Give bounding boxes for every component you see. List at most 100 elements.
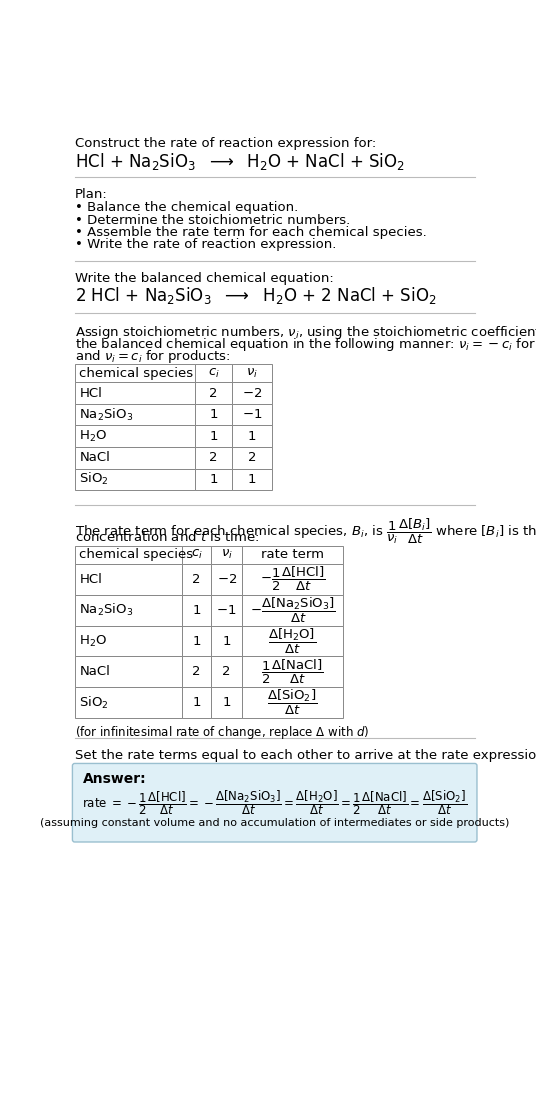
Bar: [75, 404, 195, 426]
Text: 1: 1: [222, 696, 231, 709]
Bar: [242, 595, 343, 626]
Bar: [182, 546, 211, 565]
Text: 2 HCl + Na$_2$SiO$_3$  $\longrightarrow$  H$_2$O + 2 NaCl + SiO$_2$: 2 HCl + Na$_2$SiO$_3$ $\longrightarrow$ …: [75, 286, 436, 306]
Text: $-\dfrac{1}{2}\dfrac{\Delta[\mathrm{HCl}]}{\Delta t}$: $-\dfrac{1}{2}\dfrac{\Delta[\mathrm{HCl}…: [260, 566, 325, 593]
Bar: [211, 687, 242, 718]
Text: 2: 2: [209, 386, 218, 399]
Text: NaCl: NaCl: [79, 451, 110, 464]
Bar: [75, 565, 182, 595]
Bar: [75, 426, 195, 447]
Text: The rate term for each chemical species, $B_i$, is $\dfrac{1}{\nu_i}\dfrac{\Delt: The rate term for each chemical species,…: [75, 516, 536, 546]
Bar: [195, 364, 232, 382]
Text: chemical species: chemical species: [79, 366, 193, 380]
Text: • Write the rate of reaction expression.: • Write the rate of reaction expression.: [75, 238, 336, 252]
Text: 1: 1: [209, 473, 218, 486]
Text: $\nu_i$: $\nu_i$: [221, 548, 233, 561]
Bar: [75, 468, 195, 490]
Bar: [232, 404, 272, 426]
Text: SiO$_2$: SiO$_2$: [79, 472, 109, 487]
Text: (assuming constant volume and no accumulation of intermediates or side products): (assuming constant volume and no accumul…: [40, 818, 509, 828]
Text: $\dfrac{\Delta[\mathrm{SiO_2}]}{\Delta t}$: $\dfrac{\Delta[\mathrm{SiO_2}]}{\Delta t…: [267, 688, 318, 718]
Text: $-\dfrac{\Delta[\mathrm{Na_2SiO_3}]}{\Delta t}$: $-\dfrac{\Delta[\mathrm{Na_2SiO_3}]}{\De…: [250, 595, 336, 625]
Text: 1: 1: [209, 430, 218, 443]
Bar: [211, 656, 242, 687]
Text: NaCl: NaCl: [79, 665, 110, 678]
Text: 1: 1: [192, 604, 200, 617]
Bar: [242, 546, 343, 565]
Bar: [75, 626, 182, 656]
Text: $-2$: $-2$: [242, 386, 262, 399]
Bar: [75, 382, 195, 404]
Text: $c_i$: $c_i$: [190, 548, 202, 561]
Text: 2: 2: [222, 665, 231, 678]
Text: SiO$_2$: SiO$_2$: [79, 695, 109, 711]
Text: Answer:: Answer:: [83, 772, 146, 785]
Text: (for infinitesimal rate of change, replace $\Delta$ with $d$): (for infinitesimal rate of change, repla…: [75, 724, 369, 741]
Text: rate term: rate term: [261, 548, 324, 561]
Text: H$_2$O: H$_2$O: [79, 429, 108, 444]
Bar: [242, 687, 343, 718]
Bar: [195, 404, 232, 426]
Bar: [182, 656, 211, 687]
Text: $-2$: $-2$: [217, 573, 237, 586]
Bar: [242, 565, 343, 595]
Bar: [75, 447, 195, 468]
Bar: [195, 468, 232, 490]
Text: $\dfrac{1}{2}\dfrac{\Delta[\mathrm{NaCl}]}{\Delta t}$: $\dfrac{1}{2}\dfrac{\Delta[\mathrm{NaCl}…: [262, 657, 324, 686]
Bar: [195, 447, 232, 468]
Text: 1: 1: [192, 696, 200, 709]
Text: chemical species: chemical species: [79, 548, 193, 561]
Text: H$_2$O: H$_2$O: [79, 633, 108, 649]
Bar: [232, 447, 272, 468]
Bar: [232, 426, 272, 447]
Text: $c_i$: $c_i$: [207, 366, 219, 380]
Text: 1: 1: [222, 635, 231, 648]
Bar: [232, 382, 272, 404]
Bar: [211, 546, 242, 565]
Text: Plan:: Plan:: [75, 188, 108, 201]
Bar: [211, 565, 242, 595]
Text: $\dfrac{\Delta[\mathrm{H_2O}]}{\Delta t}$: $\dfrac{\Delta[\mathrm{H_2O}]}{\Delta t}…: [269, 627, 317, 655]
Text: • Balance the chemical equation.: • Balance the chemical equation.: [75, 201, 298, 214]
Bar: [242, 626, 343, 656]
Bar: [75, 656, 182, 687]
Text: rate $= -\dfrac{1}{2}\dfrac{\Delta[\mathrm{HCl}]}{\Delta t} = -\dfrac{\Delta[\ma: rate $= -\dfrac{1}{2}\dfrac{\Delta[\math…: [82, 789, 467, 817]
Bar: [75, 546, 182, 565]
Text: concentration and $t$ is time:: concentration and $t$ is time:: [75, 531, 259, 544]
Text: 1: 1: [248, 430, 256, 443]
Bar: [75, 687, 182, 718]
Bar: [232, 468, 272, 490]
Text: 2: 2: [192, 665, 200, 678]
Bar: [232, 364, 272, 382]
Bar: [182, 687, 211, 718]
Bar: [211, 595, 242, 626]
Text: $-1$: $-1$: [242, 408, 263, 421]
Text: • Assemble the rate term for each chemical species.: • Assemble the rate term for each chemic…: [75, 226, 427, 238]
Text: 2: 2: [209, 451, 218, 464]
Text: Write the balanced chemical equation:: Write the balanced chemical equation:: [75, 272, 333, 286]
Bar: [242, 656, 343, 687]
Text: HCl + Na$_2$SiO$_3$  $\longrightarrow$  H$_2$O + NaCl + SiO$_2$: HCl + Na$_2$SiO$_3$ $\longrightarrow$ H$…: [75, 151, 405, 172]
Text: • Determine the stoichiometric numbers.: • Determine the stoichiometric numbers.: [75, 213, 350, 226]
Text: $\nu_i$: $\nu_i$: [246, 366, 258, 380]
Text: Set the rate terms equal to each other to arrive at the rate expression:: Set the rate terms equal to each other t…: [75, 748, 536, 761]
Bar: [182, 595, 211, 626]
Text: 2: 2: [248, 451, 256, 464]
Text: Assign stoichiometric numbers, $\nu_i$, using the stoichiometric coefficients, $: Assign stoichiometric numbers, $\nu_i$, …: [75, 324, 536, 340]
Text: HCl: HCl: [79, 573, 102, 586]
Text: and $\nu_i = c_i$ for products:: and $\nu_i = c_i$ for products:: [75, 348, 230, 365]
Bar: [75, 595, 182, 626]
Bar: [195, 426, 232, 447]
Bar: [75, 364, 195, 382]
Text: Na$_2$SiO$_3$: Na$_2$SiO$_3$: [79, 602, 133, 618]
Bar: [211, 626, 242, 656]
Text: Construct the rate of reaction expression for:: Construct the rate of reaction expressio…: [75, 138, 376, 151]
Text: the balanced chemical equation in the following manner: $\nu_i = -c_i$ for react: the balanced chemical equation in the fo…: [75, 336, 536, 353]
Bar: [195, 382, 232, 404]
Text: Na$_2$SiO$_3$: Na$_2$SiO$_3$: [79, 407, 133, 422]
Text: HCl: HCl: [79, 386, 102, 399]
Text: 1: 1: [248, 473, 256, 486]
Text: 1: 1: [209, 408, 218, 421]
FancyBboxPatch shape: [72, 764, 477, 842]
Text: $-1$: $-1$: [217, 604, 237, 617]
